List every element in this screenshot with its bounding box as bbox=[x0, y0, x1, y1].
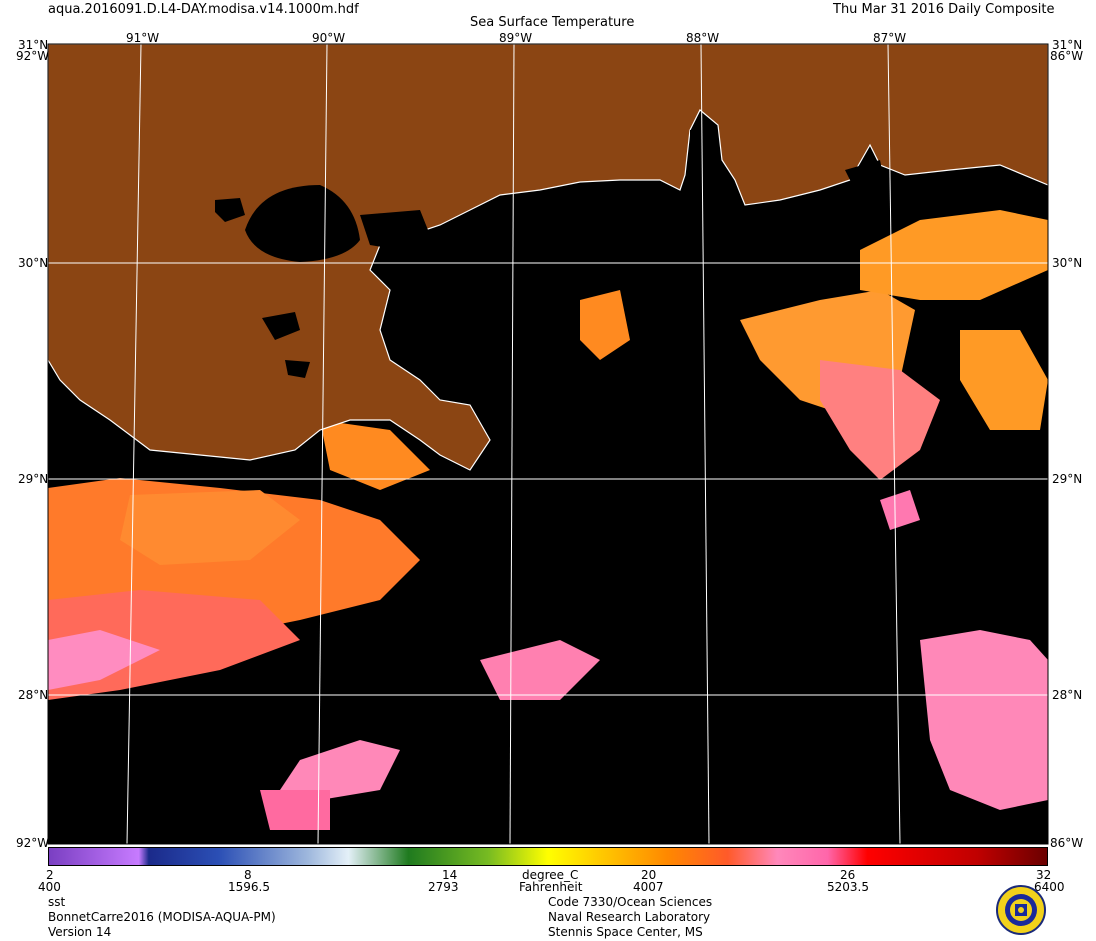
tick-c-26: 26 bbox=[840, 868, 856, 882]
lat-label-30-right: 30°N bbox=[1052, 256, 1083, 270]
footer-product: sst bbox=[48, 895, 66, 909]
tick-f-4007: 4007 bbox=[633, 880, 664, 894]
lat-label-28-right: 28°N bbox=[1052, 688, 1083, 702]
lon-label-88: 88°W bbox=[686, 31, 720, 45]
corner-top-left-lat: 31°N bbox=[18, 38, 49, 52]
corner-top-left-lon: 92°W bbox=[16, 49, 50, 63]
lat-label-29-right: 29°N bbox=[1052, 472, 1083, 486]
small-lake-2 bbox=[285, 360, 310, 378]
footer-project: BonnetCarre2016 (MODISA-AQUA-PM) bbox=[48, 910, 276, 924]
lon-label-87: 87°W bbox=[873, 31, 907, 45]
lat-label-30-left: 30°N bbox=[18, 256, 49, 270]
unit-fahrenheit: Fahrenheit bbox=[519, 880, 583, 894]
corner-bottom-left-lon: 92°W bbox=[16, 836, 50, 850]
small-lake-1 bbox=[262, 312, 300, 340]
lat-label-28-left: 28°N bbox=[18, 688, 49, 702]
tick-f-1596: 1596.5 bbox=[228, 880, 270, 894]
sst-patches bbox=[48, 210, 1048, 830]
graticule bbox=[48, 44, 1048, 844]
footer-lab: Naval Research Laboratory bbox=[548, 910, 711, 924]
corner-top-right-lon: 86°W bbox=[1050, 49, 1084, 63]
corner-top-right-lat: 31°N bbox=[1052, 38, 1083, 52]
pensacola-bay bbox=[845, 160, 885, 190]
tick-c-8: 8 bbox=[244, 868, 252, 882]
tick-f-400: 400 bbox=[38, 880, 61, 894]
footer-code: Code 7330/Ocean Sciences bbox=[548, 895, 713, 909]
tick-c-32: 32 bbox=[1036, 868, 1052, 882]
map-title: Sea Surface Temperature bbox=[470, 15, 635, 30]
lake-maurepas bbox=[215, 198, 245, 222]
filename-label: aqua.2016091.D.L4-DAY.modisa.v14.1000m.h… bbox=[48, 2, 359, 17]
mobile-bay bbox=[690, 128, 718, 190]
footer-location: Stennis Space Center, MS bbox=[548, 925, 703, 939]
lon-label-89: 89°W bbox=[499, 31, 533, 45]
footer-version: Version 14 bbox=[48, 925, 112, 939]
lake-borgne-area bbox=[360, 210, 430, 250]
lon-label-91: 91°W bbox=[126, 31, 160, 45]
corner-bottom-right-lon: 86°W bbox=[1050, 836, 1084, 850]
tick-c-14: 14 bbox=[442, 868, 458, 882]
tick-f-5203: 5203.5 bbox=[827, 880, 869, 894]
tick-c-20: 20 bbox=[641, 868, 657, 882]
lake-pontchartrain bbox=[245, 185, 360, 262]
nrl-seal-icon bbox=[996, 885, 1046, 935]
lon-label-90: 90°W bbox=[312, 31, 346, 45]
unit-celsius: degree_C bbox=[522, 868, 579, 882]
lat-label-29-left: 29°N bbox=[18, 472, 49, 486]
tick-f-6400: 6400 bbox=[1034, 880, 1065, 894]
date-label: Thu Mar 31 2016 Daily Composite bbox=[833, 2, 1055, 17]
tick-c-2: 2 bbox=[46, 868, 54, 882]
tick-f-2793: 2793 bbox=[428, 880, 459, 894]
color-scale-bar bbox=[48, 847, 1048, 866]
